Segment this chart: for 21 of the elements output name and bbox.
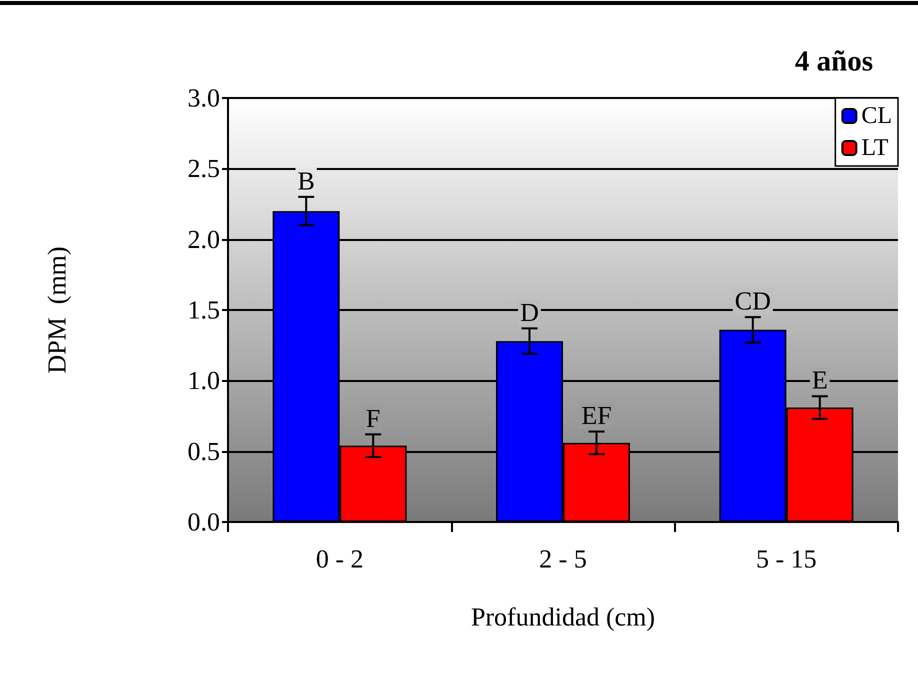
- y-tick-label: 0.0: [188, 508, 220, 536]
- x-axis-title: Profundidad (cm): [470, 602, 656, 632]
- y-tick-label: 1.0: [188, 366, 220, 396]
- y-tick-label: 2.5: [188, 154, 220, 184]
- annotation: B: [297, 166, 315, 196]
- annotation: D: [520, 298, 539, 327]
- y-tick-label: 3.0: [188, 84, 220, 112]
- y-tick-label: 1.5: [188, 296, 220, 324]
- x-tick-label: 2 - 5: [539, 544, 587, 574]
- annotation: E: [812, 366, 828, 395]
- y-tick-label: 2.0: [188, 224, 220, 254]
- y-tick-label: 0.5: [188, 436, 220, 466]
- legend-label: CL: [861, 103, 892, 129]
- y-axis-title: DPM (mm): [42, 246, 72, 374]
- chart-title: 4 años: [794, 46, 874, 78]
- x-tick-label: 5 - 15: [756, 544, 817, 574]
- annotation: F: [366, 404, 380, 433]
- annotation: EF: [581, 401, 612, 430]
- annotation: CD: [734, 286, 771, 316]
- x-tick-label: 0 - 2: [316, 544, 364, 574]
- legend-label: LT: [861, 135, 889, 161]
